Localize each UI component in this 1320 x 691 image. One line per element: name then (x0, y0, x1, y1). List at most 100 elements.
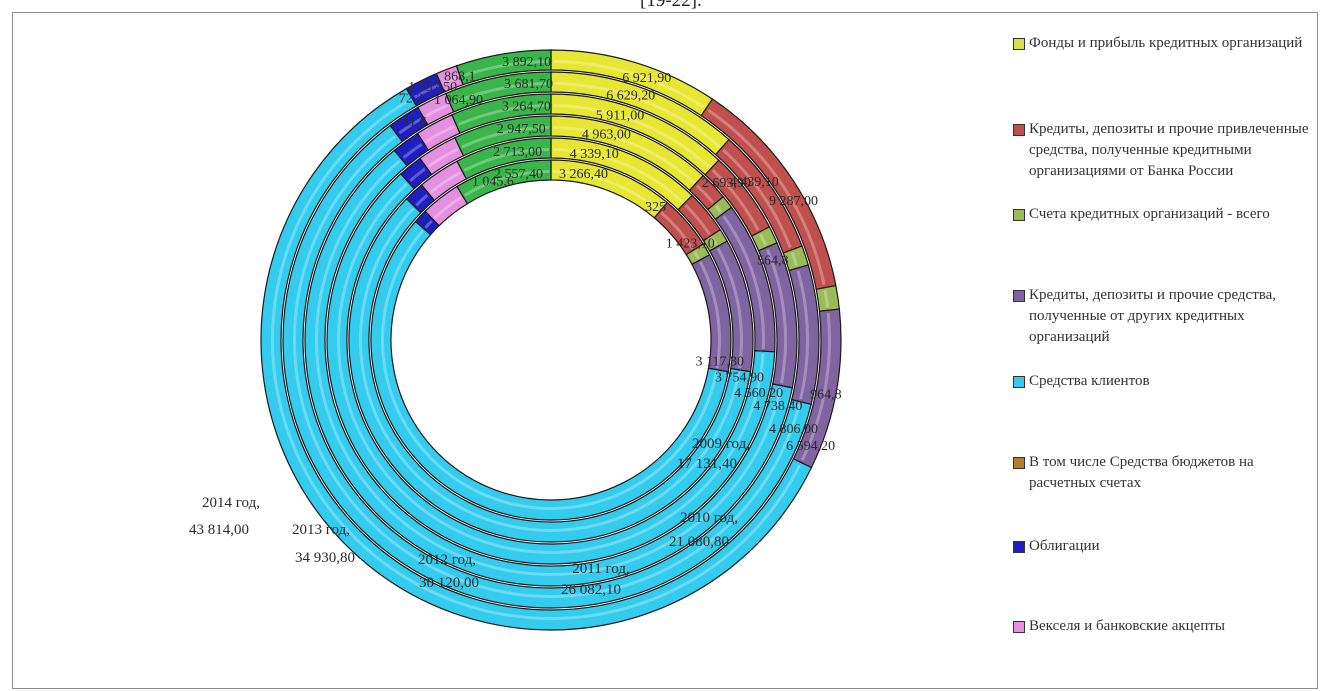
ring-label-value: 17 131,40 (677, 456, 737, 472)
chart-frame: 6 921,90 9 287,00 964,8 6 594,20 1 357,50 868… (12, 12, 1318, 689)
ring-2010 год (348, 137, 754, 543)
slice-highlight (714, 204, 723, 214)
data-label: 6 594,20 (786, 439, 835, 454)
slice-highlight (458, 104, 549, 126)
slice-highlight (425, 125, 455, 143)
data-label: 3 892,10 (502, 55, 551, 70)
data-label: 3 264,70 (502, 99, 551, 114)
data-label: 3 754,90 (715, 371, 764, 386)
data-label: 4 439,10 (730, 175, 779, 190)
legend-item-bonds: Облигации (1013, 536, 1320, 557)
data-label: 868,1 (444, 69, 476, 84)
legend-swatch (1013, 209, 1025, 221)
slice-highlight (695, 184, 715, 204)
data-label: 564,8 (757, 253, 789, 268)
slice-highlight (463, 148, 550, 172)
legend-item-cbr-credits: Кредиты, депозиты и прочие привлеченные … (1013, 119, 1320, 182)
ring-2012 год (304, 93, 798, 587)
legend-item-bills: Векселя и банковские акцепты (1013, 616, 1320, 637)
slice-highlight (722, 215, 765, 350)
ring-2014 год (260, 49, 842, 631)
data-label: 1 064,90 (434, 93, 483, 108)
slice-highlight (433, 195, 463, 220)
data-label: 4 560,20 (734, 386, 783, 401)
slice-8-ring-2 (454, 115, 552, 157)
slice-highlight (415, 193, 429, 207)
slice-8-ring-0 (456, 159, 552, 205)
slice-highlight (716, 247, 743, 369)
slice-highlight (429, 170, 462, 194)
slice-highlight (766, 249, 788, 384)
slice-8-ring-1 (456, 137, 552, 180)
slice-highlight (796, 270, 809, 400)
data-label: 41,6 (402, 115, 427, 130)
ring-2009 год (370, 159, 732, 521)
slice-highlight (823, 290, 830, 308)
data-label: 1 423,10 (666, 236, 715, 251)
legend-item-budget-funds: В том числе Средства бюджетов на расчетн… (1013, 452, 1320, 494)
data-label: 2 713,00 (493, 145, 542, 160)
ring-label-year: 2011 год, (572, 561, 629, 577)
legend-swatch (1013, 541, 1025, 553)
data-label: 6 921,90 (622, 71, 671, 86)
slice-8-ring-4 (445, 71, 552, 113)
slice-8-ring-5 (455, 49, 552, 86)
legend-label: Кредиты, депозиты и прочие средства, пол… (1029, 287, 1277, 345)
slice-highlight (452, 82, 549, 105)
data-label: 3 681,70 (504, 77, 553, 92)
data-label: 9 287,00 (769, 194, 818, 209)
data-label: 964,8 (810, 387, 842, 402)
slice-4-ring-1 (348, 197, 752, 543)
slice-highlight (790, 252, 798, 267)
ring-label-year: 2014 год, (202, 495, 260, 511)
legend-label: Кредиты, депозиты и прочие привлеченные … (1029, 121, 1309, 179)
legend-swatch (1013, 124, 1025, 136)
slice-highlight (409, 167, 426, 183)
slice-highlight (660, 211, 694, 250)
slice-highlight (684, 204, 711, 236)
data-label: 4 963,00 (582, 127, 631, 142)
figure-caption: [19-22]. (640, 0, 702, 11)
slice-4-ring-0 (370, 220, 729, 521)
data-label: 2 947,50 (497, 122, 546, 137)
ring-label-value: 43 814,00 (189, 522, 249, 538)
slice-highlight (402, 143, 423, 159)
slice-highlight (414, 83, 439, 99)
data-label: 1 357,50 (408, 80, 457, 95)
doughnut-chart: 6 921,90 9 287,00 964,8 6 594,20 1 357,50868… (189, 49, 842, 631)
data-label: 2 693,90 (702, 176, 751, 191)
ring-label-year: 2013 год, (292, 522, 350, 538)
ring-label-value: 26 082,10 (561, 582, 621, 598)
ring-label-year: 2010 год, (680, 510, 738, 526)
slice-highlight (698, 261, 722, 369)
slice-highlight (759, 233, 767, 246)
legend-swatch (1013, 290, 1025, 302)
data-label: 4 738,40 (753, 399, 802, 414)
data-label: 2 557,40 (494, 167, 543, 182)
slice-highlight (710, 236, 718, 246)
ring-label-value: 34 930,80 (295, 550, 355, 566)
slice-highlight (711, 169, 760, 231)
ring-label-value: 30 120,00 (419, 575, 479, 591)
slice-highlight (462, 60, 549, 78)
legend-label: Векселя и банковские акцепты (1029, 618, 1225, 634)
ring-label-year: 2012 год, (418, 552, 476, 568)
slice-highlight (315, 159, 782, 577)
ring-2011 год (326, 115, 776, 565)
slice-highlight (427, 147, 459, 168)
data-label: 4 806,00 (769, 422, 818, 437)
legend-label: В том числе Средства бюджетов на расчетн… (1029, 454, 1254, 491)
slice-highlight (425, 103, 449, 118)
data-label: 4 339,10 (570, 147, 619, 162)
legend-label: Средства клиентов (1029, 373, 1150, 389)
slice-highlight (443, 76, 459, 85)
legend-swatch (1013, 38, 1025, 50)
data-label: 3 117,30 (695, 355, 743, 370)
legend-label: Фонды и прибыль кредитных организаций (1029, 35, 1303, 51)
slice-8-ring-3 (451, 93, 552, 134)
ring-label-value: 21 080,80 (669, 534, 729, 550)
ring-label-year: 2009 год, (692, 436, 750, 452)
data-label: 5 911,00 (596, 108, 644, 123)
slice-highlight (424, 219, 433, 229)
legend-swatch (1013, 621, 1025, 633)
